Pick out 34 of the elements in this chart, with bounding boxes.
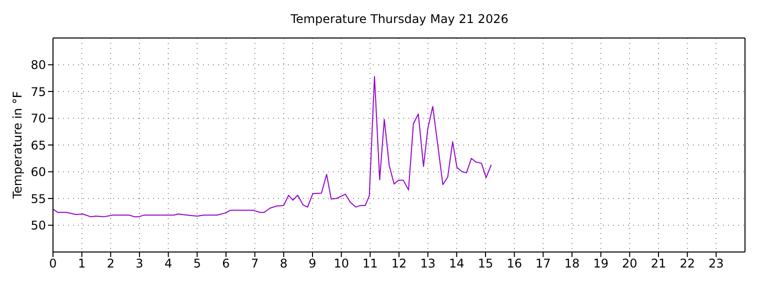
y-tick-label: 50 bbox=[30, 218, 46, 233]
x-tick-label: 4 bbox=[164, 256, 172, 271]
y-tick-label: 65 bbox=[30, 138, 46, 152]
x-tick-label: 17 bbox=[536, 256, 551, 271]
y-tick-label: 80 bbox=[30, 58, 46, 72]
x-tick-label: 21 bbox=[650, 256, 666, 271]
y-tick-label: 55 bbox=[30, 192, 46, 206]
x-tick-label: 7 bbox=[251, 256, 259, 271]
x-tick-label: 11 bbox=[362, 256, 378, 271]
x-tick-label: 12 bbox=[391, 256, 407, 271]
x-tick-label: 6 bbox=[222, 256, 230, 271]
x-tick-label: 9 bbox=[308, 256, 316, 271]
y-tick-label: 75 bbox=[30, 84, 46, 99]
y-tick-label: 60 bbox=[30, 165, 46, 180]
x-tick-label: 1 bbox=[78, 256, 86, 271]
x-tick-label: 2 bbox=[106, 256, 114, 271]
x-tick-label: 22 bbox=[680, 256, 695, 271]
x-tick-label: 10 bbox=[334, 256, 349, 271]
chart-title: Temperature Thursday May 21 2026 bbox=[290, 12, 510, 26]
x-tick-label: 0 bbox=[49, 256, 57, 271]
x-tick-label: 20 bbox=[622, 256, 638, 271]
x-tick-label: 18 bbox=[564, 256, 580, 271]
x-tick-label: 19 bbox=[593, 256, 608, 271]
y-tick-label: 70 bbox=[30, 112, 46, 126]
x-tick-label: 16 bbox=[506, 256, 522, 271]
x-tick-label: 15 bbox=[478, 256, 494, 271]
x-tick-label: 3 bbox=[136, 256, 144, 271]
y-axis-title: Temperature in °F bbox=[11, 90, 26, 198]
x-tick-label: 14 bbox=[449, 256, 464, 271]
x-tick-label: 23 bbox=[708, 256, 724, 271]
x-tick-label: 5 bbox=[193, 256, 201, 271]
x-tick-label: 13 bbox=[420, 256, 436, 271]
line-series bbox=[53, 76, 492, 218]
x-tick-label: 8 bbox=[280, 256, 288, 271]
